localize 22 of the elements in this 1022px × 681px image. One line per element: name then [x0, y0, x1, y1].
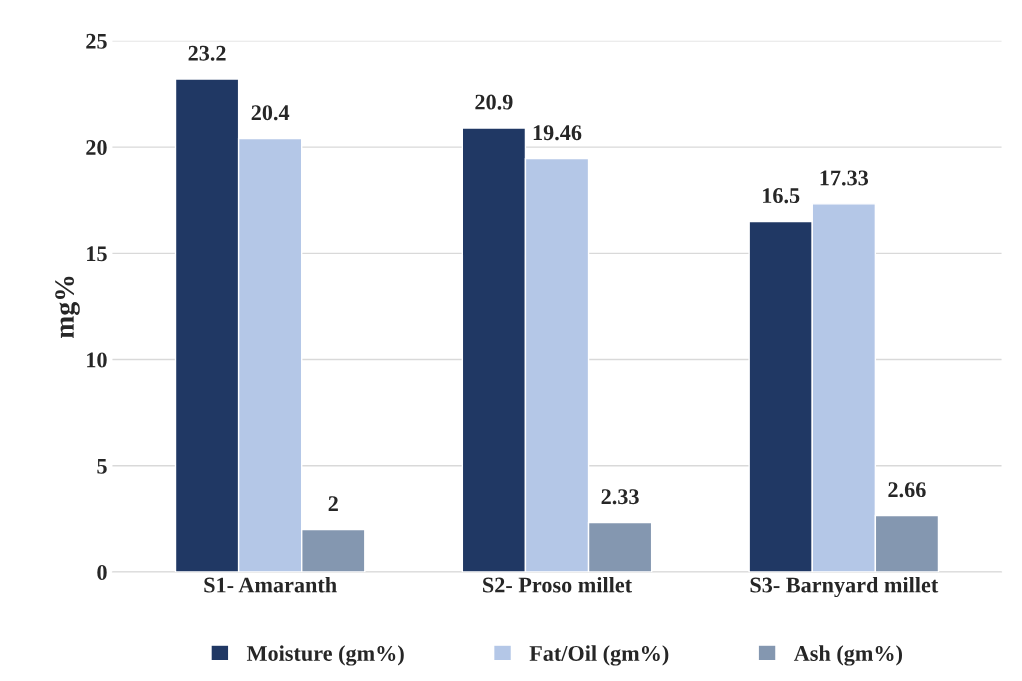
data-label: 17.33	[820, 170, 869, 186]
x-tick-label: S1- Amaranth	[204, 576, 337, 593]
y-tick-label: 20	[86, 140, 107, 156]
data-label: 23.2	[188, 45, 226, 61]
y-tick-label: 15	[87, 246, 107, 262]
x-tick-label: S3- Barnyard millet	[750, 576, 939, 598]
y-tick-label: 0	[97, 564, 107, 580]
y-axis-title: mg%	[55, 276, 80, 339]
legend-label: Moisture (gm%)	[246, 645, 404, 666]
data-label: 2.33	[601, 489, 639, 505]
x-tick-label: S2- Proso millet	[483, 576, 632, 593]
data-label: 20.9	[475, 94, 513, 110]
data-label: 20.4	[251, 105, 290, 121]
data-label: 2	[328, 496, 338, 511]
data-label: 2.66	[888, 482, 926, 498]
y-tick-label: 25	[86, 33, 107, 49]
y-tick-label: 10	[87, 352, 107, 368]
y-tick-label: 5	[97, 458, 107, 474]
legend-label: Ash (gm%)	[793, 645, 903, 666]
data-label: 16.5	[763, 188, 800, 204]
legend-label: Fat/Oil (gm%)	[529, 645, 669, 666]
data-label: 19.46	[533, 125, 582, 141]
